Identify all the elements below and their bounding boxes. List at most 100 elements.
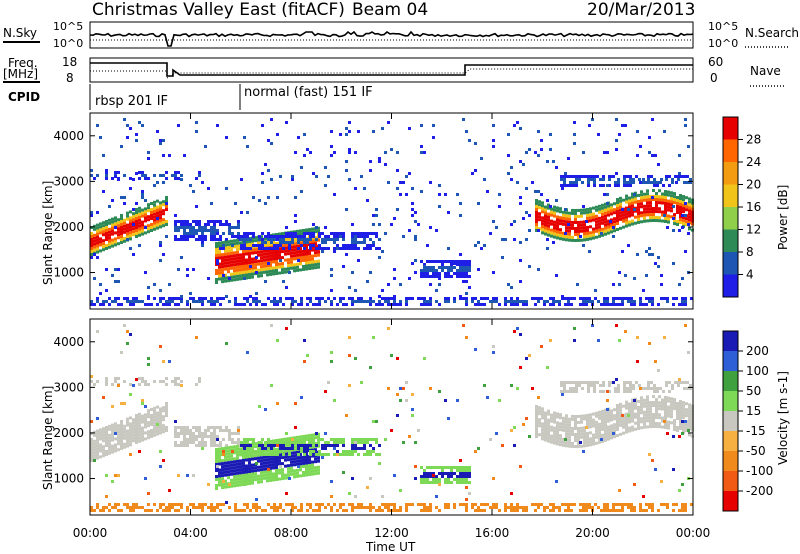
heatmap-cell — [619, 432, 622, 436]
heatmap-cell — [219, 220, 222, 223]
heatmap-cell — [519, 259, 522, 262]
heatmap-cell — [324, 247, 327, 250]
heatmap-cell — [477, 509, 480, 512]
heatmap-cell — [544, 435, 547, 439]
heatmap-cell — [153, 412, 156, 416]
heatmap-cell — [222, 232, 225, 235]
heatmap-cell — [275, 478, 278, 481]
heatmap-cell — [535, 432, 538, 435]
heatmap-cell — [381, 303, 384, 306]
heatmap-cell — [538, 200, 541, 204]
heatmap-cell — [132, 436, 135, 440]
heatmap-cell — [290, 460, 293, 464]
heatmap-cell — [177, 474, 180, 477]
heatmap-cell — [174, 432, 177, 435]
heatmap-cell — [587, 178, 590, 181]
heatmap-cell — [198, 441, 201, 444]
heatmap-cell — [688, 206, 691, 210]
heatmap-cell — [236, 483, 239, 487]
heatmap-cell — [263, 243, 266, 247]
heatmap-cell — [222, 429, 225, 432]
heatmap-cell — [105, 235, 108, 238]
heatmap-cell — [525, 238, 528, 241]
heatmap-cell — [300, 444, 303, 447]
heatmap-cell — [305, 458, 308, 462]
freq-label-line1: Freq. — [8, 56, 38, 70]
heatmap-cell — [246, 438, 249, 441]
heatmap-cell — [438, 481, 441, 484]
heatmap-cell — [414, 441, 417, 444]
noise-tick-right-high: 10^5 — [708, 20, 738, 33]
heatmap-cell — [162, 154, 165, 157]
heatmap-cell — [366, 235, 369, 238]
heatmap-cell — [260, 474, 263, 478]
heatmap-cell — [245, 479, 248, 483]
heatmap-cell — [541, 210, 544, 214]
heatmap-cell — [687, 145, 690, 148]
heatmap-cell — [311, 236, 314, 240]
heatmap-cell — [269, 242, 272, 246]
heatmap-cell — [583, 435, 586, 439]
heatmap-cell — [553, 426, 556, 430]
heatmap-cell — [486, 190, 489, 193]
heatmap-cell — [547, 224, 550, 228]
heatmap-cell — [215, 463, 218, 466]
heatmap-cell — [507, 506, 510, 509]
heatmap-cell — [303, 238, 306, 241]
heatmap-cell — [293, 230, 296, 234]
heatmap-cell — [296, 435, 299, 439]
heatmap-cell — [562, 419, 565, 423]
heatmap-cell — [150, 417, 153, 420]
heatmap-cell — [272, 448, 275, 452]
heatmap-cell — [628, 211, 631, 215]
heatmap-cell — [610, 209, 613, 213]
heatmap-cell — [114, 280, 117, 283]
heatmap-cell — [658, 216, 661, 220]
heatmap-cell — [477, 303, 480, 306]
heatmap-cell — [544, 226, 547, 230]
heatmap-cell — [396, 208, 399, 211]
heatmap-cell — [336, 238, 339, 241]
heatmap-cell — [308, 455, 311, 459]
heatmap-cell — [348, 244, 351, 247]
heatmap-cell — [156, 429, 159, 433]
heatmap-cell — [111, 480, 114, 483]
heatmap-cell — [264, 235, 267, 238]
heatmap-cell — [233, 472, 236, 476]
heatmap-cell — [227, 270, 230, 274]
heatmap-cell — [297, 235, 300, 238]
heatmap-cell — [246, 503, 249, 506]
heatmap-cell — [568, 417, 571, 421]
heatmap-cell — [305, 473, 308, 477]
heatmap-cell — [129, 177, 132, 180]
heatmap-cell — [264, 509, 267, 512]
heatmap-cell — [633, 509, 636, 512]
heatmap-cell — [264, 453, 267, 456]
heatmap-cell — [192, 438, 195, 441]
heatmap-cell — [260, 271, 263, 275]
heatmap-cell — [631, 201, 634, 205]
heatmap-cell — [126, 226, 129, 230]
heatmap-cell — [150, 211, 153, 214]
heatmap-cell — [619, 217, 622, 221]
heatmap-cell — [111, 450, 114, 454]
colorbar-swatch — [723, 274, 738, 297]
heatmap-cell — [315, 444, 318, 447]
heatmap-cell — [354, 506, 357, 509]
heatmap-cell — [288, 244, 291, 247]
heatmap-cell — [556, 415, 559, 419]
heatmap-cell — [634, 209, 637, 213]
heatmap-cell — [90, 241, 93, 244]
heatmap-cell — [651, 196, 654, 199]
heatmap-cell — [279, 235, 282, 238]
heatmap-cell — [261, 238, 264, 241]
heatmap-cell — [216, 468, 219, 471]
heatmap-cell — [538, 227, 541, 231]
heatmap-cell — [330, 444, 333, 447]
heatmap-cell — [204, 226, 207, 229]
heatmap-cell — [233, 269, 236, 273]
heatmap-cell — [429, 297, 432, 300]
heatmap-cell — [299, 435, 302, 439]
heatmap-cell — [233, 242, 236, 246]
